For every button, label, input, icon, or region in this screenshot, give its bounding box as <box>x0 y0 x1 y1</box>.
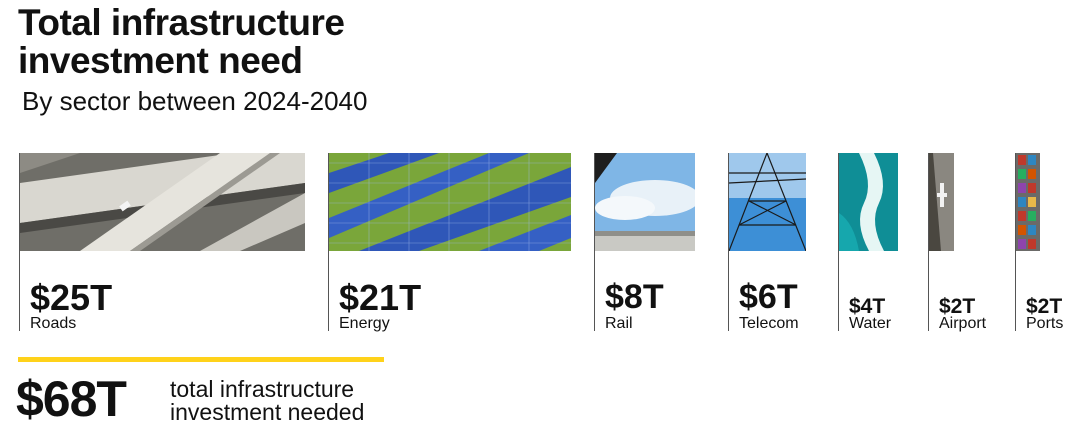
sector-water: $4T Water <box>838 153 898 332</box>
water-photo-icon <box>839 153 898 251</box>
rail-photo-icon <box>595 153 695 251</box>
value-label: $4T <box>849 295 886 318</box>
value-label: $8T <box>605 278 664 316</box>
value-label: $2T <box>939 295 976 318</box>
total-text-line-1: total infrastructure <box>170 376 355 402</box>
total-description: total infrastructure investment needed <box>170 378 364 424</box>
energy-photo-icon <box>329 153 571 251</box>
value-label: $25T <box>30 277 113 318</box>
value-label: $6T <box>739 278 798 316</box>
sector-ports: $2T Ports <box>1015 153 1082 332</box>
sector-energy: $21T Energy <box>328 153 571 332</box>
category-label: Energy <box>339 315 390 332</box>
page-subtitle: By sector between 2024-2040 <box>22 86 368 116</box>
airport-photo-icon <box>929 153 954 251</box>
sector-rail: $8T Rail <box>594 153 695 332</box>
page-title: Total infrastructure investment need <box>18 2 345 81</box>
category-label: Telecom <box>739 315 799 332</box>
telecom-photo-icon <box>729 153 806 251</box>
title-line-2: investment need <box>18 40 303 81</box>
sector-telecom: $6T Telecom <box>728 153 806 332</box>
category-label: Ports <box>1026 315 1064 332</box>
ports-photo-icon <box>1016 153 1040 251</box>
title-line-1: Total infrastructure <box>18 2 345 43</box>
roads-photo-icon <box>20 153 305 251</box>
category-label: Water <box>849 315 892 332</box>
value-label: $21T <box>339 277 422 318</box>
total-value: $68T <box>16 371 127 427</box>
sector-roads: $25T Roads <box>19 153 305 332</box>
sector-airport: $2T Airport <box>928 153 1009 332</box>
total-text-line-2: investment needed <box>170 399 365 425</box>
category-label: Rail <box>605 315 633 332</box>
category-label: Airport <box>939 315 987 332</box>
category-label: Roads <box>30 315 77 332</box>
value-label: $2T <box>1026 295 1063 318</box>
total-accent-bar <box>18 357 384 362</box>
